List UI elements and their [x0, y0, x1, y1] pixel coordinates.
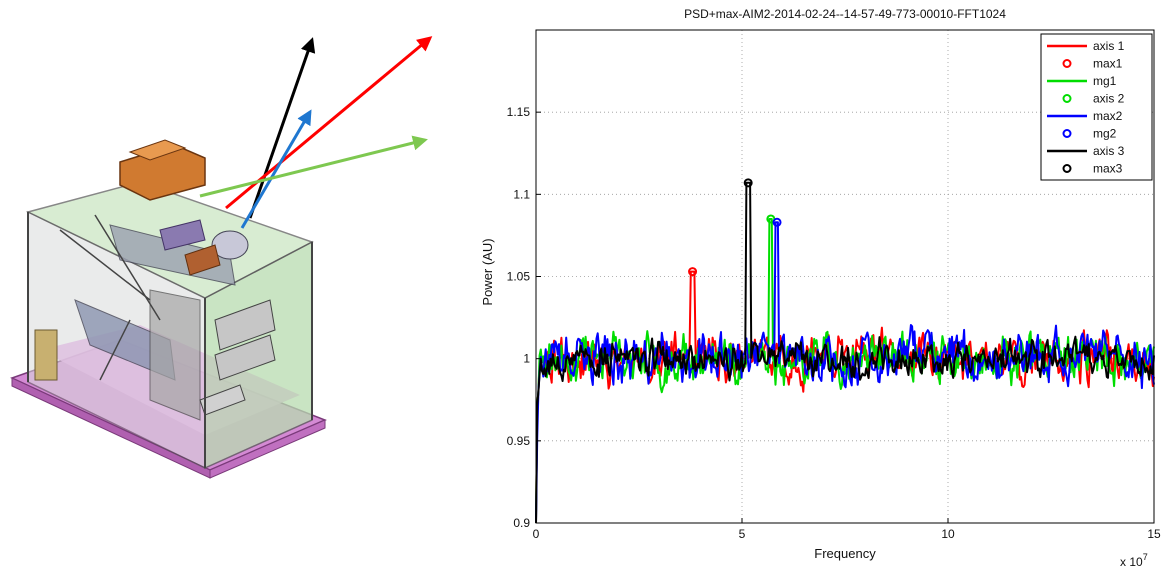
legend-box [1040, 33, 1153, 181]
axis-arrow-blue [240, 109, 312, 229]
legend-label: axis 1 [1093, 39, 1125, 53]
legend-label: max2 [1093, 109, 1123, 123]
legend: axis 1 max1 mg1 axis 2 max2 mg2 axis 3 max3 [1040, 33, 1153, 181]
y-tick-label: 1.1 [513, 187, 530, 201]
y-tick-label: 1.15 [507, 105, 531, 119]
x-tick-label: 15 [1147, 527, 1161, 541]
x-exponent-label: x 107 [1120, 552, 1148, 569]
axis-arrow-green [199, 135, 428, 198]
peak-marker-1 [688, 267, 698, 277]
y-axis-title: Power (AU) [480, 238, 495, 305]
peaks-layer [688, 178, 782, 277]
series-layer [535, 181, 1155, 524]
x-tick-label: 0 [533, 527, 540, 541]
legend-label: axis 3 [1093, 144, 1125, 158]
axis-ticks: 0 5 10 15 0.9 0.95 1 1.05 1.1 1.15 [507, 105, 1161, 541]
y-tick-label: 0.9 [513, 516, 530, 530]
peak-marker-3 [772, 217, 782, 227]
peak-marker-4 [743, 178, 753, 188]
x-tick-label: 5 [739, 527, 746, 541]
legend-label: mg1 [1093, 74, 1117, 88]
axis-arrow-black [248, 37, 316, 219]
y-tick-label: 1.05 [507, 270, 531, 284]
series-line-4 [535, 181, 1155, 524]
legend-swatch-marker [1062, 164, 1072, 173]
x-axis-title: Frequency [814, 546, 876, 561]
instrument-illustration [10, 36, 433, 479]
y-tick-label: 0.95 [507, 434, 531, 448]
legend-label: max1 [1093, 57, 1123, 71]
legend-swatch-marker [1062, 59, 1072, 68]
legend-swatch-marker [1062, 129, 1072, 138]
legend-label: max3 [1093, 162, 1123, 176]
chart-title: PSD+max-AIM2-2014-02-24--14-57-49-773-00… [684, 7, 1006, 21]
psd-chart: PSD+max-AIM2-2014-02-24--14-57-49-773-00… [470, 0, 1166, 570]
x-tick-label: 10 [941, 527, 955, 541]
legend-label: mg2 [1093, 127, 1117, 141]
y-tick-label: 1 [523, 352, 530, 366]
legend-label: axis 2 [1093, 92, 1125, 106]
legend-swatch-marker [1062, 94, 1072, 103]
